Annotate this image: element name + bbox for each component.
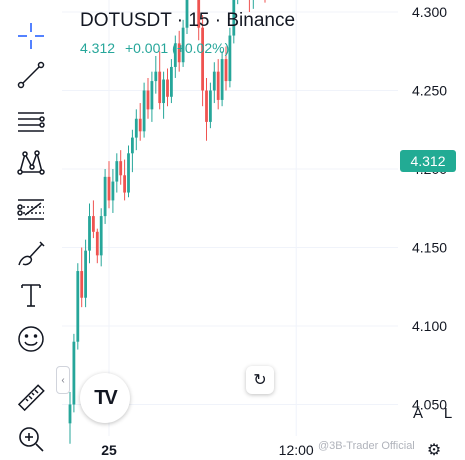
candle-body — [72, 341, 76, 405]
candle-body — [228, 35, 232, 82]
candle-body — [138, 118, 142, 132]
candle-body — [162, 79, 165, 104]
text-icon — [21, 284, 41, 307]
candle-body — [216, 71, 220, 100]
candle-body — [197, 0, 201, 28]
price-tick-label: 4.150 — [412, 240, 447, 256]
candle-body — [68, 404, 72, 424]
price-tick-label: 4.250 — [412, 83, 447, 99]
crosshair-icon — [18, 23, 44, 49]
price-axis[interactable]: 4.5004.4504.4004.3504.3004.2504.2004.150… — [412, 0, 447, 413]
tradingview-logo[interactable]: TV — [80, 373, 130, 423]
candle-body — [76, 271, 80, 342]
candle-body — [146, 90, 150, 110]
price-change: +0.001 (+0.02%) — [124, 40, 230, 56]
zoom-in-icon — [19, 427, 44, 452]
emoji-button[interactable] — [12, 320, 50, 358]
candle-body — [134, 118, 138, 138]
horizontal-lines-icon — [18, 112, 45, 132]
log-scale-button[interactable]: L — [443, 404, 453, 422]
candles — [68, 0, 266, 444]
price-tick-label: 4.100 — [412, 318, 447, 334]
settings-button[interactable]: ⚙ — [422, 440, 446, 460]
collapse-toolbar-button[interactable]: ‹ — [56, 366, 70, 394]
candle-body — [173, 43, 177, 67]
candle-body — [111, 181, 115, 201]
symbol-title[interactable]: DOTUSDT · 15 · Binance — [80, 10, 296, 31]
text-button[interactable] — [12, 276, 50, 314]
chart-legend: DOTUSDT · 15 · Binance 4.312 +0.001 (+0.… — [80, 10, 295, 56]
auto-scale-button[interactable]: A — [412, 404, 423, 422]
chevron-left-icon: ‹ — [61, 374, 65, 386]
candle-body — [177, 43, 181, 63]
last-price: 4.312 — [80, 40, 116, 56]
candle-body — [185, 0, 189, 28]
candle-body — [158, 71, 162, 104]
trend-line-icon — [17, 61, 45, 89]
emoji-icon — [18, 326, 44, 352]
candle-body — [92, 216, 95, 232]
candle-body — [127, 153, 130, 193]
candle-body — [107, 176, 111, 201]
ruler-icon — [17, 384, 45, 412]
candle-body — [103, 176, 107, 217]
candle-body — [220, 59, 224, 100]
candle-body — [170, 66, 173, 97]
candle-body — [181, 27, 185, 63]
reset-chart-button[interactable]: ↻ — [246, 366, 274, 394]
price-tick-label: 4.300 — [412, 4, 447, 20]
candle-body — [115, 161, 119, 182]
horizontal-lines-button[interactable] — [12, 103, 50, 141]
drawing-toolbar — [0, 0, 62, 460]
time-tick-label: 25 — [101, 442, 117, 458]
candle-body — [80, 271, 84, 298]
candle-body — [142, 90, 146, 132]
quote-line: 4.312 +0.001 (+0.02%) — [80, 40, 295, 56]
crosshair-button[interactable] — [12, 17, 50, 55]
gear-icon: ⚙ — [426, 442, 442, 459]
time-tick-label: 12:00 — [279, 442, 314, 458]
rotate-icon: ↻ — [253, 372, 267, 389]
candle-body — [212, 71, 216, 91]
ruler-button[interactable] — [12, 379, 50, 417]
zoom-in-button[interactable] — [12, 420, 50, 458]
candle-body — [224, 59, 228, 82]
trend-line-button[interactable] — [12, 56, 50, 94]
candle-body — [201, 27, 204, 91]
candle-body — [232, 0, 236, 36]
candle-body — [209, 90, 212, 122]
candle-body — [119, 161, 123, 176]
pattern-button[interactable] — [12, 144, 50, 182]
candle-body — [99, 216, 103, 256]
pattern-icon — [17, 150, 45, 175]
candle-body — [154, 71, 158, 82]
candle-body — [84, 250, 87, 298]
brush-icon — [18, 241, 45, 266]
candle-body — [205, 90, 208, 122]
candle-body — [88, 216, 91, 251]
forecast-button[interactable] — [12, 190, 50, 228]
candle-body — [131, 137, 134, 154]
candle-body — [166, 79, 169, 97]
watermark-text: @3B-Trader Official — [318, 440, 415, 452]
candle-body — [95, 231, 99, 256]
last-price-badge: 4.312 — [400, 150, 456, 172]
candle-body — [150, 81, 154, 110]
candle-body — [123, 175, 126, 193]
forecast-icon — [17, 199, 44, 220]
price-tick-label: 4.050 — [412, 397, 447, 413]
brush-button[interactable] — [12, 235, 50, 273]
